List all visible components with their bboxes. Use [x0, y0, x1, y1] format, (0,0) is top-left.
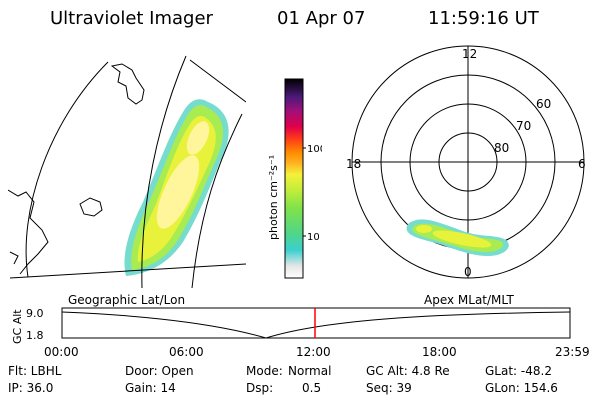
- mlt-label-18: 18: [346, 157, 361, 171]
- glon-label: GLon: 154.6: [485, 381, 558, 395]
- lat-label-70: 70: [516, 119, 531, 133]
- apex-caption: Apex MLat/MLT: [424, 293, 514, 307]
- orbit-altitude-curve: [61, 311, 571, 339]
- filter-label: Flt: LBHL: [8, 364, 62, 378]
- seq-label: Seq: 39: [366, 381, 412, 395]
- mlt-label-12: 12: [462, 47, 477, 61]
- mlt-label-0: 0: [464, 265, 472, 279]
- glat-label: GLat: -48.2: [485, 364, 552, 378]
- date-label: 01 Apr 07: [277, 8, 366, 29]
- colorbar: 100 10 photon cm⁻²s⁻¹: [267, 78, 322, 279]
- orbit-ytick-max: 9.0: [26, 307, 44, 320]
- polar-plot: 12 18 6 0 60 70 80: [346, 45, 586, 279]
- gc-alt-label: GC Alt: 4.8 Re: [366, 364, 450, 378]
- map-grid: [9, 55, 246, 289]
- orbit-axis-label: GC Alt: [11, 309, 24, 344]
- xtick-1200: 12:00: [296, 345, 331, 359]
- mlt-label-6: 6: [578, 157, 586, 171]
- geographic-caption: Geographic Lat/Lon: [68, 293, 186, 307]
- colorbar-tick-10: 10: [307, 232, 320, 243]
- xtick-0600: 06:00: [169, 345, 204, 359]
- colorbar-tick-100: 100: [307, 144, 322, 155]
- orbit-ytick-min: 1.8: [26, 329, 44, 342]
- dsp-value: 0.5: [302, 381, 322, 395]
- orbit-plot-frame: [61, 307, 571, 339]
- lat-label-60: 60: [536, 97, 551, 111]
- polar-grid: [351, 45, 585, 279]
- geographic-image-panel: [8, 55, 246, 289]
- time-label: 11:59:16 UT: [428, 8, 539, 29]
- aurora-emission: [124, 99, 229, 276]
- mode-label: Mode:: [246, 364, 283, 378]
- xtick-2359: 23:59: [555, 345, 590, 359]
- app-title: Ultraviolet Imager: [50, 8, 213, 29]
- ip-label: IP: 36.0: [8, 381, 54, 395]
- mode-value: Normal: [288, 364, 332, 378]
- gain-label: Gain: 14: [125, 381, 176, 395]
- colorbar-unit-label: photon cm⁻²s⁻¹: [267, 155, 280, 240]
- colorbar-gradient: [284, 78, 304, 279]
- lat-label-80: 80: [494, 141, 509, 155]
- polar-aurora: [406, 219, 509, 256]
- dsp-label: Dsp:: [246, 381, 274, 395]
- coastlines: [8, 63, 145, 275]
- xtick-0000: 00:00: [44, 345, 79, 359]
- door-label: Door: Open: [125, 364, 194, 378]
- xtick-1800: 18:00: [422, 345, 457, 359]
- orbit-altitude-panel: GC Alt 9.0 1.8 00:00 06:00 12:00 18:00 2…: [11, 307, 590, 359]
